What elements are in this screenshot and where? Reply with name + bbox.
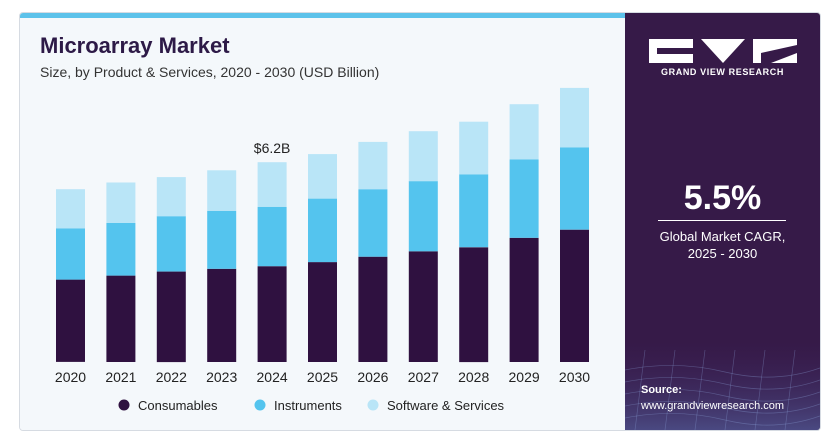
legend-marker bbox=[118, 399, 130, 411]
bar-instruments-2021 bbox=[106, 223, 136, 276]
bar-instruments-2027 bbox=[408, 181, 438, 252]
x-tick-label: 2022 bbox=[156, 369, 187, 385]
wave-pattern bbox=[625, 340, 820, 430]
x-tick-label: 2026 bbox=[357, 369, 388, 385]
bar-consumables-2030 bbox=[560, 229, 589, 362]
bar-consumables-2029 bbox=[509, 237, 539, 362]
bar-instruments-2020 bbox=[56, 228, 85, 280]
stacked-bar-chart: 2020 2021 2022 2023 2024 $6.2B 2025 2026 2027 202… bbox=[55, 87, 590, 413]
legend-label: Software & Services bbox=[387, 398, 505, 413]
cagr-label-line2: 2025 - 2030 bbox=[687, 246, 758, 261]
source-url: www.grandviewresearch.com bbox=[641, 400, 785, 412]
x-tick-label: 2029 bbox=[509, 369, 540, 385]
bar-consumables-2023 bbox=[207, 268, 237, 362]
cagr-value: 5.5% bbox=[683, 179, 762, 217]
bar-instruments-2030 bbox=[560, 147, 589, 230]
grand-view-research-logo bbox=[649, 39, 797, 63]
x-tick-label: 2027 bbox=[408, 369, 439, 385]
bar-consumables-2026 bbox=[358, 256, 388, 362]
legend-marker bbox=[367, 399, 379, 411]
x-tick-label: 2021 bbox=[105, 369, 136, 385]
bar-consumables-2021 bbox=[106, 275, 136, 362]
bar-consumables-2027 bbox=[408, 251, 438, 362]
x-tick-label: 2020 bbox=[55, 369, 86, 385]
chart-title: Microarray Market bbox=[40, 33, 230, 58]
x-tick-label: 2024 bbox=[257, 369, 288, 385]
legend-label: Instruments bbox=[274, 398, 342, 413]
bar-instruments-2024 bbox=[257, 206, 287, 267]
source-label: Source: bbox=[641, 384, 682, 396]
bar-instruments-2029 bbox=[509, 159, 539, 238]
bar-instruments-2026 bbox=[358, 189, 388, 257]
divider bbox=[658, 220, 786, 221]
chart-subtitle: Size, by Product & Services, 2020 - 2030… bbox=[40, 64, 380, 80]
bar-software-services-2022 bbox=[156, 177, 186, 217]
x-tick-label: 2025 bbox=[307, 369, 338, 385]
chart-panel: Microarray Market Size, by Product & Ser… bbox=[20, 13, 625, 430]
bar-consumables-2028 bbox=[459, 247, 489, 363]
infographic-card: Microarray Market Size, by Product & Ser… bbox=[19, 12, 821, 431]
data-label: $6.2B bbox=[254, 140, 291, 156]
bar-instruments-2025 bbox=[308, 198, 337, 263]
bar-software-services-2020 bbox=[56, 189, 85, 229]
bar-software-services-2027 bbox=[408, 131, 438, 182]
bar-consumables-2024 bbox=[257, 266, 287, 362]
bar-software-services-2029 bbox=[509, 104, 539, 160]
bar-consumables-2025 bbox=[308, 262, 337, 362]
bar-instruments-2023 bbox=[207, 210, 237, 269]
brand-name: GRAND VIEW RESEARCH bbox=[661, 67, 784, 77]
legend-label: Consumables bbox=[138, 398, 218, 413]
bar-software-services-2028 bbox=[459, 121, 489, 175]
info-panel: GRAND VIEW RESEARCH 5.5% Global Market C… bbox=[625, 13, 820, 430]
bar-software-services-2025 bbox=[308, 154, 337, 199]
cagr-label: Global Market CAGR, 2025 - 2030 bbox=[625, 228, 820, 262]
bar-software-services-2024 bbox=[257, 162, 287, 207]
bar-instruments-2022 bbox=[156, 216, 186, 272]
bar-software-services-2030 bbox=[560, 87, 589, 148]
cagr-label-line1: Global Market CAGR, bbox=[659, 229, 786, 244]
bar-consumables-2020 bbox=[56, 279, 85, 362]
bar-software-services-2023 bbox=[207, 170, 237, 211]
bar-software-services-2026 bbox=[358, 141, 388, 190]
bar-consumables-2022 bbox=[156, 271, 186, 363]
x-tick-label: 2023 bbox=[206, 369, 237, 385]
accent-bar bbox=[20, 13, 625, 18]
legend-marker bbox=[254, 399, 266, 411]
x-tick-label: 2028 bbox=[458, 369, 489, 385]
bar-software-services-2021 bbox=[106, 182, 136, 223]
bar-instruments-2028 bbox=[459, 174, 489, 248]
x-tick-label: 2030 bbox=[559, 369, 590, 385]
